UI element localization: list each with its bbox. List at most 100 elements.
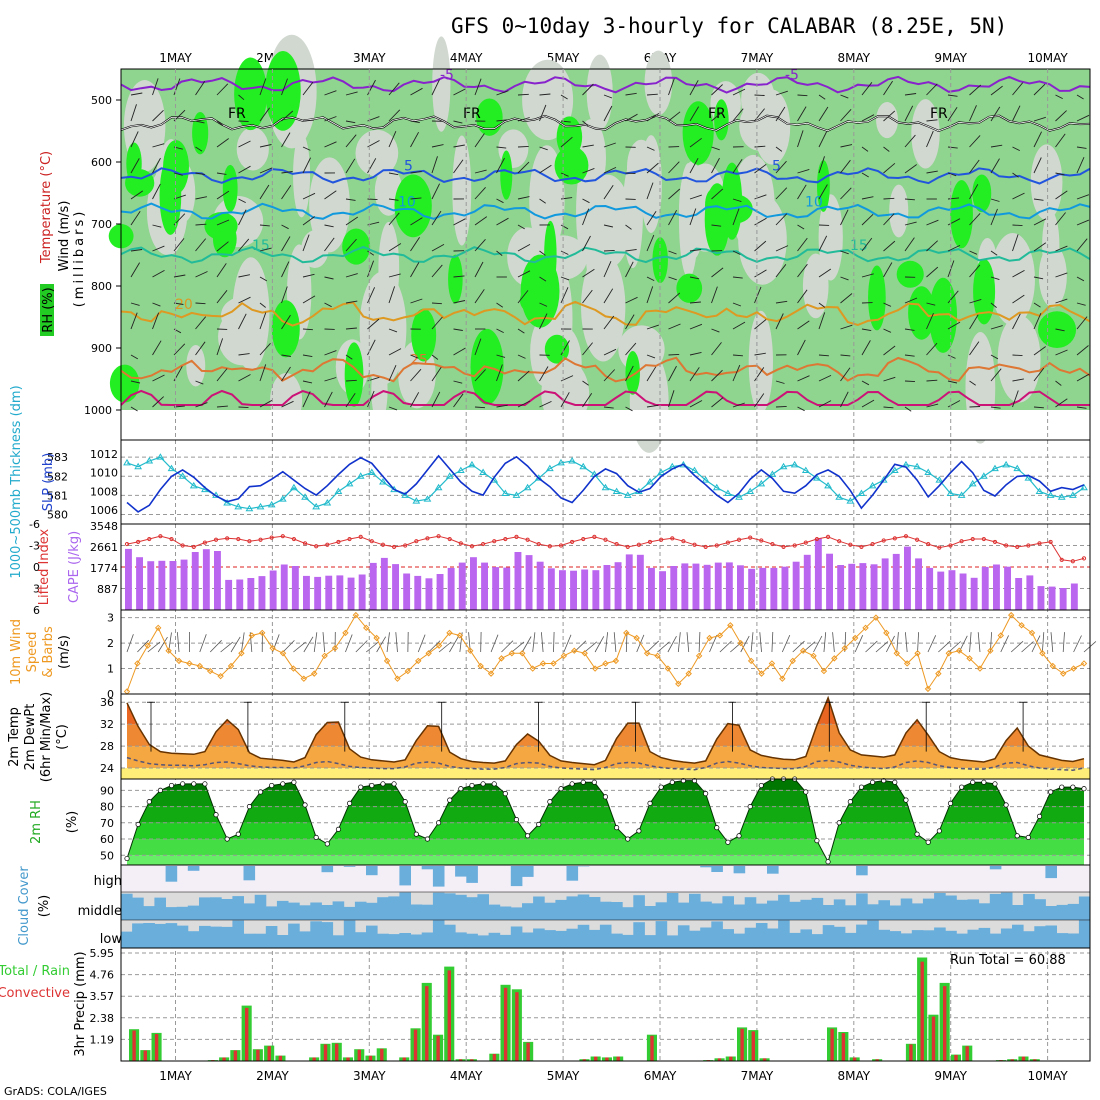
wind-barb — [130, 131, 139, 148]
cloud-bar — [121, 931, 133, 948]
high-cloud-bar — [566, 866, 579, 881]
surface-wind-barb — [823, 632, 827, 653]
wind-barb — [410, 236, 420, 252]
wind-barb — [818, 354, 829, 357]
rh-point — [658, 784, 664, 790]
cape-bar — [937, 571, 945, 610]
cloud-bar — [366, 902, 378, 920]
cloud-bar — [856, 924, 868, 948]
wind-speed-point — [883, 629, 890, 637]
precip-convective-bar — [515, 992, 519, 1061]
lifted-index-point — [1004, 543, 1009, 548]
cape-bar — [358, 574, 366, 610]
wind-barb — [431, 302, 442, 305]
cape-bar — [770, 567, 778, 610]
cape-bar — [414, 575, 422, 610]
wind-barb — [259, 399, 273, 408]
wind-barb — [904, 198, 915, 201]
wind-speed-point — [935, 670, 942, 677]
wind-speed-point — [591, 665, 599, 672]
wind-barb — [904, 164, 917, 174]
cloud-bar — [655, 902, 668, 920]
wind-speed-point — [352, 611, 360, 619]
rh-point — [369, 782, 375, 789]
temperature-contour — [120, 300, 1091, 327]
wind-barb — [797, 406, 805, 412]
thickness-tick-label: 581 — [47, 489, 68, 502]
rh-point — [157, 787, 163, 793]
rh-tick-label: 60 — [100, 833, 114, 846]
cape-bar — [258, 576, 266, 610]
high-cloud-bar — [243, 866, 256, 881]
wind-barb — [668, 353, 680, 356]
surface-wind-barb — [698, 631, 701, 653]
rh-moist-patch — [868, 265, 886, 331]
top-date-label: 7MAY — [741, 51, 774, 65]
wind-barb — [1033, 218, 1047, 226]
rh-moist-patch — [973, 258, 996, 325]
wind-speed-point — [1070, 665, 1077, 672]
wind-barb — [775, 187, 788, 200]
thickness-point — [623, 491, 632, 498]
wind-barb — [969, 250, 978, 255]
cloud-bar — [588, 897, 601, 920]
surface-wind-barb — [521, 636, 532, 653]
cloud-bar — [1000, 892, 1013, 920]
lifted-index-point — [136, 539, 141, 545]
precip-convective-bar — [323, 1044, 328, 1061]
cape-bar — [514, 552, 522, 610]
wind-barb — [990, 106, 1001, 122]
wind-barb — [560, 94, 568, 100]
high-cloud-bar — [767, 866, 779, 874]
rh-dry-patch — [586, 54, 613, 130]
surface-wind-barb — [1010, 641, 1024, 653]
wind-barb — [840, 209, 849, 226]
wind-barb — [259, 312, 267, 330]
wind-barb — [259, 276, 268, 282]
cloud-bar — [377, 933, 389, 948]
rh-point — [758, 782, 764, 789]
precip-convective-bar — [526, 1042, 530, 1061]
precip-convective-bar — [222, 1057, 226, 1061]
cloud-bar — [132, 923, 144, 948]
thickness-point — [1057, 493, 1066, 500]
wind-barb — [775, 90, 788, 96]
cloud-bar — [232, 896, 244, 920]
wind-barb — [130, 380, 141, 384]
cloud-bar — [343, 920, 356, 948]
thickness-point — [379, 478, 387, 485]
thickness-point — [957, 491, 966, 498]
wind-barb — [388, 348, 402, 356]
wind-barb — [453, 393, 464, 408]
rh-moist-patch — [342, 228, 371, 265]
wind-barb — [947, 106, 958, 122]
cape-bar — [436, 574, 444, 610]
cloud-bar — [399, 892, 411, 920]
wind-barb — [797, 263, 808, 278]
wind-speed-point — [550, 660, 557, 667]
wind-speed-point — [175, 657, 183, 665]
wind-barb — [840, 144, 853, 148]
surface-wind-barb — [686, 632, 690, 653]
wind10m-ylabel: 10m Wind Speed & Barbs (m/s) — [9, 619, 72, 685]
high-cloud-bar — [321, 866, 334, 873]
wind-barb — [517, 270, 531, 278]
wind-barb — [302, 273, 315, 278]
lifted-index-point — [570, 539, 575, 545]
wind-barb — [797, 106, 807, 122]
cape-bar — [1037, 586, 1045, 610]
cloud-bar — [176, 906, 189, 920]
wind-speed-point — [404, 667, 412, 675]
wind-barb — [302, 216, 315, 226]
lifted-index-point — [814, 536, 820, 542]
thickness-point — [557, 458, 565, 466]
wind-barb — [754, 108, 765, 122]
rh-point — [413, 831, 419, 837]
wind-barb — [302, 380, 313, 384]
wind-barb — [560, 136, 573, 148]
wind-barb — [625, 113, 638, 122]
cape-bar — [147, 561, 155, 610]
wind-barb — [926, 403, 939, 408]
wind-barb — [840, 324, 853, 330]
cloud-bar — [432, 920, 445, 948]
